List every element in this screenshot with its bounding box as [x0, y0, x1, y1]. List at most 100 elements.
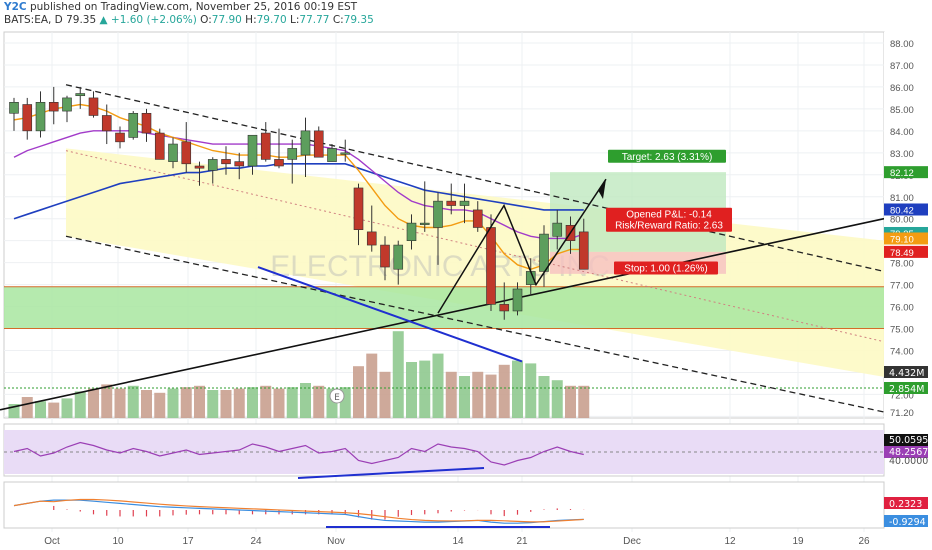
candle-body	[300, 130, 311, 156]
support-trendline	[0, 217, 885, 411]
volume-bar	[485, 374, 497, 418]
candle-body	[459, 200, 470, 206]
candle-body	[48, 102, 59, 112]
candle-body	[353, 187, 364, 230]
published-text: published on TradingView.com, November 2…	[29, 1, 358, 13]
candle-body	[221, 159, 231, 165]
ma-blue-line	[13, 163, 584, 220]
publisher-name[interactable]: Y2C	[4, 1, 27, 13]
close-label: C:	[332, 14, 344, 26]
candle-body	[340, 152, 351, 155]
rr-label-bg	[606, 218, 732, 232]
candle-body	[35, 102, 46, 132]
candle-body	[327, 148, 337, 162]
candle-body	[128, 112, 139, 138]
price-tick: 71.20	[890, 408, 914, 419]
volume-bar	[512, 360, 523, 418]
volume-bar	[260, 385, 272, 418]
candle-body	[366, 231, 377, 246]
candle-body	[433, 200, 443, 228]
time-axis-label: 17	[182, 536, 194, 547]
candle-body	[393, 244, 404, 270]
price-tick: 78.00	[890, 259, 914, 270]
candle-body	[115, 132, 125, 143]
target-label-bg	[608, 149, 726, 163]
time-axis-label: 24	[250, 536, 262, 547]
volume-tag-bg	[884, 382, 928, 394]
candle-body	[313, 130, 324, 158]
time-axis-label: Nov	[327, 536, 345, 547]
macd-tag: 0.2323	[889, 499, 922, 510]
candle-body	[260, 132, 271, 160]
stop-label-bg	[614, 261, 718, 275]
price-tick: 72.00	[890, 390, 914, 401]
low-label: L:	[290, 14, 300, 26]
price-tag-bg	[884, 203, 928, 216]
time-axis-label: 10	[112, 536, 124, 547]
volume-tag-max: 4.432M	[889, 368, 924, 379]
volume-bar	[459, 376, 470, 418]
support-zone	[4, 286, 884, 329]
candle-body	[101, 115, 112, 132]
price-tick: 81.00	[890, 193, 914, 204]
volume-bar	[127, 385, 139, 418]
time-axis-label: 12	[724, 536, 736, 547]
candle-body	[9, 102, 19, 114]
volume-bar	[220, 390, 232, 418]
rsi-tag-bg	[884, 446, 928, 458]
price-tick: 77.00	[890, 281, 914, 292]
volume-tag-bg	[884, 366, 928, 378]
candle-body	[539, 233, 549, 272]
volume-bar	[445, 371, 457, 418]
candle-body	[486, 227, 496, 305]
candle-body	[88, 97, 99, 116]
volume-bar	[419, 360, 431, 418]
time-axis-label: 14	[452, 536, 464, 547]
channel-mid-line	[65, 150, 885, 343]
candle-body	[419, 222, 430, 225]
open-value: 77.90	[211, 14, 242, 26]
volume-bar	[472, 371, 484, 418]
volume-bar	[167, 388, 179, 418]
symbol-label[interactable]: BATS:EA, D	[4, 14, 63, 26]
volume-bar	[286, 387, 298, 418]
close-value: 79.35	[343, 14, 374, 26]
volume-bar	[313, 385, 325, 418]
price-tick: 87.00	[890, 61, 914, 72]
candle-body	[234, 161, 245, 167]
pnl-label-bg	[606, 207, 732, 221]
candle-body	[62, 97, 72, 112]
volume-bar	[432, 353, 444, 418]
volume-bar	[101, 384, 113, 418]
projection-path	[437, 178, 607, 314]
rsi-tag: 48.2567	[889, 447, 928, 458]
volume-bar	[21, 397, 33, 418]
volume-bar	[88, 388, 99, 418]
volume-bar	[300, 383, 311, 418]
price-change: ▲ +1.60 (+2.06%)	[99, 14, 197, 26]
target-label: Target: 2.63 (3.31%)	[622, 152, 713, 163]
price-tick: 83.00	[890, 149, 914, 160]
time-axis-label: Dec	[623, 536, 641, 547]
candle-body	[512, 288, 523, 312]
price-tick: 88.00	[890, 39, 914, 50]
time-axis-label: 19	[792, 536, 804, 547]
volume-bar	[207, 390, 219, 418]
volume-bar	[61, 398, 73, 418]
pnl-label: Opened P&L: -0.14	[626, 210, 712, 221]
price-tick: 74.00	[890, 347, 914, 358]
candle-body	[247, 134, 258, 167]
candle-body	[446, 200, 457, 206]
volume-bar	[35, 401, 46, 418]
candle-body	[287, 148, 298, 160]
volume-bar	[74, 391, 86, 418]
price-tag: 79.10	[890, 234, 914, 245]
price-tick: 85.00	[890, 105, 914, 116]
volume-bar	[379, 371, 391, 418]
volume-bar	[8, 404, 20, 418]
price-tag: 82.12	[890, 168, 914, 179]
volume-bar	[525, 363, 537, 418]
price-axis-bg	[884, 32, 932, 548]
time-axis-label: 21	[516, 536, 528, 547]
